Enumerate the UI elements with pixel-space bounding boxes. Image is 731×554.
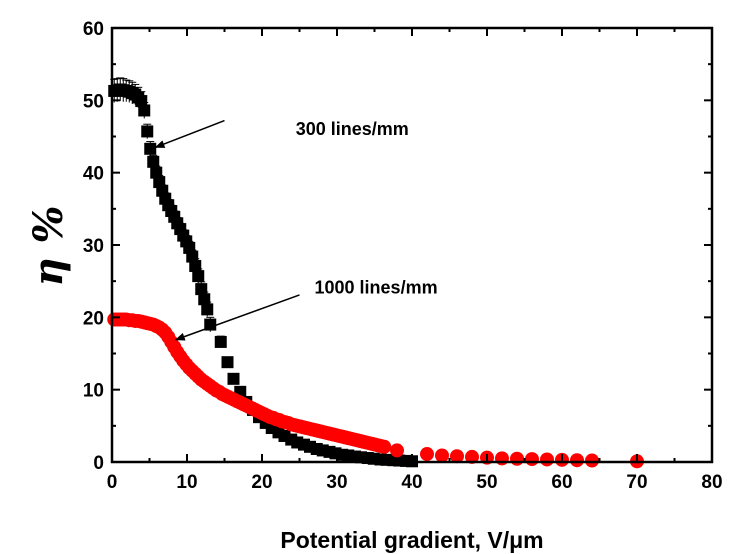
series-1000-lines-per-mm <box>107 312 644 469</box>
annotation-arrow <box>174 294 300 341</box>
annotation-label: 300 lines/mm <box>296 119 409 139</box>
data-point-circle <box>390 443 404 458</box>
y-tick-label: 10 <box>83 381 104 402</box>
x-tick-label: 30 <box>326 472 347 493</box>
data-point-circle <box>465 449 479 464</box>
y-tick-label: 40 <box>83 164 104 185</box>
axes: 0 10 20 30 40 50 60 70 80 0 10 20 30 40 50 60 <box>83 19 723 493</box>
x-tick-label: 0 <box>107 472 118 493</box>
annotation-label: 1000 lines/mm <box>315 277 438 297</box>
y-tick-label: 20 <box>83 308 104 329</box>
data-point-circle <box>377 439 392 454</box>
data-point-circle <box>510 451 524 466</box>
y-tick-label: 0 <box>93 453 104 474</box>
x-tick-label: 10 <box>176 472 197 493</box>
data-point-square <box>138 104 151 117</box>
x-tick-label: 80 <box>701 472 722 493</box>
y-tick-label: 50 <box>83 91 104 112</box>
x-axis-label: Potential gradient, V/μm <box>280 527 543 553</box>
data-point-square <box>144 142 157 155</box>
data-point-square <box>147 155 160 168</box>
x-tick-label: 60 <box>551 472 572 493</box>
annotation-arrow <box>154 119 225 149</box>
y-tick-label: 30 <box>83 236 104 257</box>
data-point-circle <box>495 451 509 466</box>
data-point-circle <box>450 449 464 464</box>
data-point-square <box>192 270 205 283</box>
y-axis-label: η % <box>25 205 72 286</box>
data-point-square <box>201 303 214 316</box>
x-tick-label: 40 <box>401 472 422 493</box>
annotations: 300 lines/mm 1000 lines/mm <box>154 119 438 341</box>
y-tick-label: 60 <box>83 19 104 40</box>
data-point-square <box>227 372 240 385</box>
data-point-square <box>214 335 227 348</box>
x-tick-label: 70 <box>626 472 647 493</box>
data-point-square <box>141 125 154 138</box>
data-point-square <box>221 356 234 369</box>
data-point-circle <box>525 452 539 467</box>
data-point-circle <box>420 447 434 462</box>
data-point-circle <box>585 453 599 468</box>
data-point-circle <box>435 448 449 463</box>
x-tick-label: 20 <box>251 472 272 493</box>
data-point-circle <box>570 453 584 468</box>
data-point-circle <box>540 452 554 467</box>
plot-frame <box>110 26 714 464</box>
x-tick-label: 50 <box>476 472 497 493</box>
